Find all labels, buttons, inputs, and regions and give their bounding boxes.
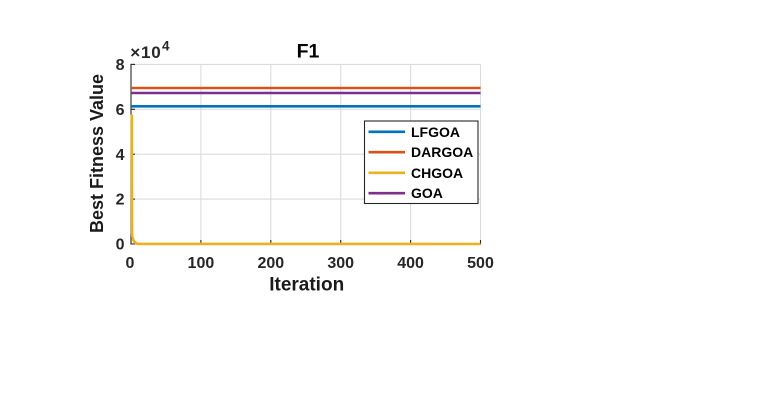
svg-text:2: 2	[116, 192, 125, 209]
svg-text:300: 300	[327, 255, 354, 272]
svg-text:GOA: GOA	[411, 185, 443, 201]
svg-text:0: 0	[126, 255, 135, 272]
svg-text:×10: ×10	[130, 43, 161, 62]
svg-text:500: 500	[467, 255, 494, 272]
svg-text:400: 400	[397, 255, 424, 272]
svg-text:200: 200	[257, 255, 284, 272]
svg-text:F1: F1	[297, 40, 320, 62]
svg-text:4: 4	[116, 147, 125, 164]
svg-text:DARGOA: DARGOA	[411, 144, 473, 160]
svg-text:Iteration: Iteration	[269, 275, 344, 296]
svg-text:6: 6	[116, 102, 125, 119]
svg-text:4: 4	[162, 39, 170, 54]
svg-text:8: 8	[116, 57, 125, 74]
svg-text:CHGOA: CHGOA	[411, 165, 463, 181]
svg-text:Best Fitness Value: Best Fitness Value	[87, 74, 107, 233]
svg-text:LFGOA: LFGOA	[411, 124, 460, 140]
svg-text:0: 0	[116, 237, 125, 254]
svg-text:100: 100	[188, 255, 215, 272]
